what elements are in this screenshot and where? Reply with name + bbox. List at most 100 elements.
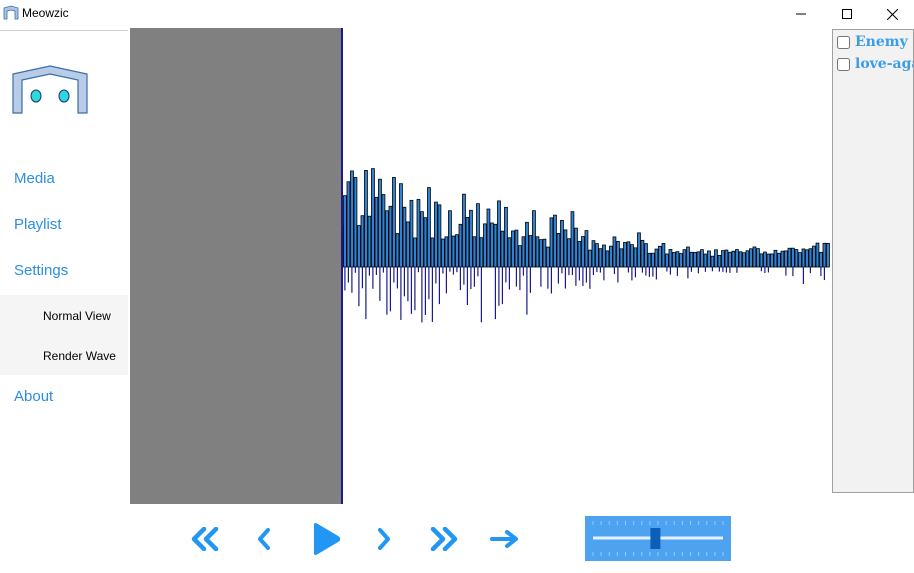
wave-bar-top	[493, 223, 498, 268]
wave-bar-top	[511, 230, 515, 268]
wave-bar-top	[798, 252, 802, 268]
volume-slider[interactable]	[585, 516, 731, 561]
nav-about[interactable]: About	[14, 388, 54, 405]
fast-forward-icon[interactable]	[430, 527, 458, 551]
wave-bar-top	[623, 242, 627, 268]
wave-bar-bottom	[435, 267, 437, 284]
play-icon[interactable]	[310, 522, 342, 556]
playhead[interactable]	[341, 28, 343, 504]
wave-bar-top	[528, 235, 533, 268]
playlist-item[interactable]: Enemy	[835, 32, 908, 52]
wave-bar-bottom	[393, 267, 395, 283]
playlist-item-checkbox[interactable]	[837, 57, 850, 71]
wave-bar-bottom	[459, 267, 461, 291]
wave-bar-top	[658, 245, 662, 268]
wave-bar-bottom	[351, 267, 353, 293]
minimize-button[interactable]	[778, 0, 824, 28]
wave-bar-top	[647, 252, 652, 268]
wave-bar-top	[465, 216, 470, 268]
wave-bar-top	[714, 249, 718, 268]
wave-bar-bottom	[652, 267, 654, 277]
volume-track[interactable]	[585, 516, 731, 561]
wave-bar-top	[455, 234, 459, 268]
wave-bar-top	[483, 223, 487, 268]
wave-bar-top	[542, 238, 547, 268]
wave-bar-top	[763, 251, 767, 268]
wave-bar-bottom	[641, 267, 643, 273]
wave-bar-top	[794, 249, 799, 268]
wave-bar-top	[371, 168, 375, 268]
playlist-item[interactable]: love-aga	[835, 54, 913, 74]
wave-bar-bottom	[428, 267, 430, 300]
wave-bar-top	[581, 236, 585, 268]
maximize-button[interactable]	[824, 0, 870, 28]
volume-thumb[interactable]	[650, 528, 661, 549]
wave-bar-top	[563, 229, 568, 268]
wave-bar-top	[434, 201, 438, 268]
wave-bar-bottom	[669, 267, 671, 275]
wave-bar-top	[486, 208, 491, 268]
app-logo	[12, 65, 88, 114]
wave-bar-top	[560, 219, 564, 268]
wave-bar-top	[780, 250, 785, 268]
rewind-icon[interactable]	[191, 527, 219, 551]
repeat-icon[interactable]	[490, 529, 520, 549]
wave-bar-top	[801, 248, 806, 268]
wave-bar-top	[346, 181, 351, 268]
wave-bar-top	[350, 170, 354, 268]
wave-bar-top	[595, 243, 599, 268]
previous-icon[interactable]	[256, 527, 272, 551]
submenu-normal-view[interactable]: Normal View	[43, 309, 111, 323]
nav-settings[interactable]: Settings	[14, 262, 69, 279]
wave-bar-bottom	[515, 267, 517, 287]
wave-bar-top	[420, 211, 424, 268]
wave-bar-top	[675, 251, 680, 268]
wave-bar-top	[777, 252, 781, 268]
wave-bar-top	[441, 238, 445, 268]
wave-bar-bottom	[736, 267, 738, 273]
wave-bar-bottom	[809, 267, 811, 274]
wave-bar-top	[402, 206, 407, 268]
wave-bar-bottom	[431, 267, 433, 322]
wave-bar-top	[567, 238, 571, 268]
maximize-icon	[842, 9, 852, 19]
wave-bar-top	[556, 233, 561, 268]
wave-bar-bottom	[592, 267, 594, 276]
wave-bar-top	[514, 229, 519, 268]
playlist-item-checkbox[interactable]	[837, 35, 850, 49]
wave-bar-top	[791, 247, 795, 268]
wave-bar-top	[518, 245, 522, 268]
wave-bar-top	[728, 251, 732, 268]
wave-bar-top	[651, 252, 655, 268]
wave-bar-bottom	[421, 267, 423, 323]
wave-bar-top	[616, 241, 620, 268]
waveform-canvas[interactable]	[129, 28, 832, 504]
wave-bar-top	[752, 246, 757, 268]
wave-bar-bottom	[372, 267, 374, 289]
wave-bar-bottom	[687, 267, 689, 279]
waveform-view[interactable]	[129, 28, 832, 504]
wave-bar-bottom	[389, 267, 391, 312]
wave-bar-top	[367, 215, 372, 268]
wave-bar-top	[598, 248, 603, 268]
nav-playlist[interactable]: Playlist	[14, 216, 62, 233]
wave-bar-bottom	[547, 267, 549, 289]
nav-media[interactable]: Media	[14, 170, 55, 187]
close-button[interactable]	[869, 0, 914, 28]
next-icon[interactable]	[376, 527, 392, 551]
wave-bar-bottom	[711, 267, 713, 272]
playlist-panel: Enemy love-aga	[832, 29, 914, 493]
wave-bar-top	[353, 177, 358, 268]
wave-bar-bottom	[498, 267, 500, 306]
wave-bar-top	[546, 246, 550, 268]
wave-bar-top	[773, 249, 778, 268]
wave-bar-top	[423, 217, 428, 268]
wave-bar-top	[507, 237, 512, 268]
wave-bar-top	[721, 250, 725, 268]
wave-bar-top	[416, 199, 421, 268]
wave-bar-bottom	[603, 267, 605, 281]
wave-bar-bottom	[596, 267, 598, 273]
wave-bar-top	[640, 239, 645, 268]
submenu-render-wave[interactable]: Render Wave	[43, 349, 116, 363]
wave-bar-bottom	[386, 267, 388, 315]
